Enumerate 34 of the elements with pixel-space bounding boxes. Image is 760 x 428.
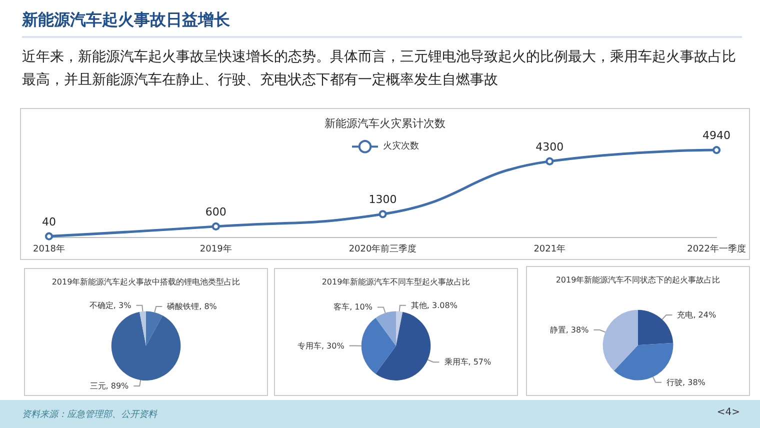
slice-label: 充电, 24% — [677, 310, 716, 320]
slice-label: 三元, 89% — [90, 382, 130, 391]
point — [378, 210, 387, 218]
slice-label: 行驶, 38% — [666, 378, 706, 387]
chart-title: 2019年新能源汽车起火事故中搭载的锂电池类型占比 — [52, 278, 240, 286]
chart-title: 2019年新能源汽车不同状态下的起火事故占比 — [556, 276, 720, 284]
x-tick-label: 2022年一季度 — [687, 244, 746, 254]
slice-label: 乘用车, 57% — [444, 358, 492, 367]
x-tick-label: 2019年 — [200, 244, 232, 254]
data-label: 4940 — [702, 129, 731, 142]
chart-title: 新能源汽车火灾累计次数 — [324, 117, 446, 130]
slice-label: 磷酸铁锂, 8% — [166, 302, 218, 311]
text: <4> — [716, 407, 740, 418]
point — [212, 222, 220, 230]
point — [712, 146, 721, 154]
slice-label: 不确定, 3% — [89, 300, 132, 310]
text: 资料来源：应急管理部、公开资料 — [22, 408, 157, 421]
text: 新能源汽车起火事故日益增长 — [22, 10, 230, 31]
slice-label: 静置, 38% — [550, 325, 590, 334]
slice-label: 客车, 10% — [334, 302, 373, 312]
data-label: 1300 — [368, 193, 397, 206]
point — [45, 232, 53, 240]
data-label: 4300 — [536, 140, 564, 154]
x-tick-label: 2021年 — [534, 244, 566, 254]
slice-label: 专用车, 30% — [297, 341, 345, 350]
slice-label: 其他, 3.08% — [410, 300, 458, 310]
data-label: 40 — [42, 215, 56, 228]
x-tick-label: 2018年 — [33, 244, 65, 254]
chart-title: 2019年新能源汽车不同车型起火事故占比 — [322, 278, 470, 286]
point — [546, 157, 554, 166]
legend-label: 火灾次数 — [383, 140, 419, 152]
text: 近年来，新能源汽车起火事故呈快速增长的态势。具体而言，三元锂电池导致起火的比例最大，乘用车起火事故占比最高，并且新能源汽车在静止、行驶、充电状态下都有一定概率发生自燃事故 — [22, 48, 737, 90]
x-tick-label: 2020年前三季度 — [348, 244, 417, 254]
data-label: 600 — [205, 205, 226, 218]
